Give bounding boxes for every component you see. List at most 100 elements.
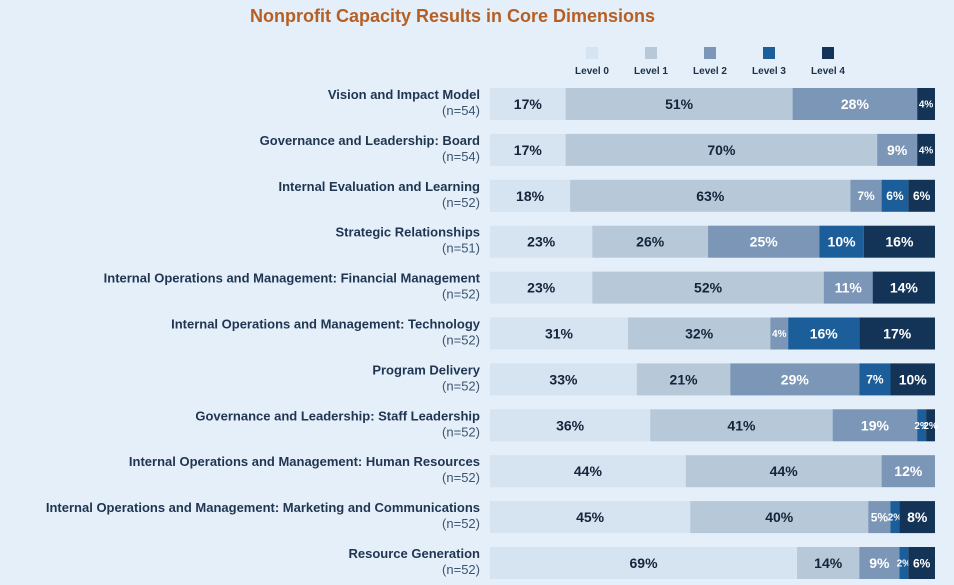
legend-label-level-2: Level 2	[693, 66, 727, 77]
data-label: 44%	[770, 463, 799, 479]
bar-segment-level-1	[592, 225, 709, 258]
bar-segment-level-1	[565, 88, 793, 120]
bar-segment-level-0	[490, 501, 691, 534]
bar-segment-level-3	[917, 409, 927, 442]
category-n-label: (n=51)	[442, 241, 480, 256]
data-label: 10%	[828, 234, 857, 250]
legend-label-level-3: Level 3	[752, 66, 786, 77]
category-n-label: (n=52)	[442, 287, 480, 302]
bar-segment-level-0	[490, 179, 571, 212]
category-n-label: (n=52)	[442, 378, 480, 393]
category-n-label: (n=54)	[442, 103, 480, 118]
data-label: 4%	[919, 146, 934, 157]
category-label: Strategic Relationships	[336, 225, 480, 240]
bar-segment-level-2	[877, 133, 918, 166]
data-label: 2%	[914, 421, 929, 432]
data-label: 51%	[665, 96, 694, 112]
legend-swatch-level-3	[763, 47, 775, 59]
legend-label-level-1: Level 1	[634, 66, 668, 77]
category-label: Internal Operations and Management: Mark…	[46, 500, 480, 515]
data-label: 16%	[885, 234, 914, 250]
legend: Level 0 Level 1 Level 2 Level 3 Level 4	[575, 47, 845, 77]
bar-segment-level-0	[490, 317, 628, 350]
bar-segment-level-2	[850, 179, 882, 212]
data-label: 11%	[835, 280, 863, 296]
bar-segment-level-1	[685, 455, 882, 488]
category-label: Program Delivery	[372, 362, 480, 377]
legend-swatch-level-0	[586, 47, 598, 59]
bar-segment-level-2	[823, 271, 873, 304]
category-label: Governance and Leadership: Staff Leaders…	[195, 408, 480, 423]
bar-segment-level-0	[490, 363, 637, 396]
bar-segment-level-0	[490, 88, 566, 120]
bar-row-resource-generation: Resource Generation(n=52) 69% 14% 9% 2% 6%	[349, 546, 935, 579]
bar-segment-level-0	[490, 455, 686, 488]
bar-segment-level-2	[708, 225, 820, 258]
legend-label-level-0: Level 0	[575, 66, 609, 77]
category-n-label: (n=54)	[442, 149, 480, 164]
data-label: 26%	[636, 234, 665, 250]
bar-segment-level-1	[592, 271, 824, 304]
bar-segment-level-2	[832, 409, 918, 442]
bar-segment-level-2	[792, 88, 918, 120]
category-label: Internal Operations and Management: Fina…	[104, 271, 481, 286]
bar-row-internal-operations-and-management-human-resources: Internal Operations and Management: Huma…	[129, 454, 935, 488]
data-label: 9%	[887, 142, 908, 158]
bar-segment-level-1	[570, 179, 851, 212]
bar-segment-level-4	[899, 501, 935, 534]
data-label: 63%	[696, 188, 725, 204]
bar-segment-level-4	[908, 179, 935, 212]
bar-row-vision-and-impact-model: Vision and Impact Model(n=54) 17% 51% 28% 4%	[328, 87, 935, 120]
data-label: 31%	[545, 326, 574, 342]
chart-title: Nonprofit Capacity Results in Core Dimen…	[250, 6, 655, 26]
bar-segment-level-3	[819, 225, 864, 258]
data-label: 18%	[516, 188, 545, 204]
data-label: 2%	[923, 421, 938, 432]
data-label: 7%	[857, 189, 875, 203]
legend-swatch-level-4	[822, 47, 834, 59]
data-label: 8%	[907, 509, 928, 525]
bar-segment-level-0	[490, 225, 593, 258]
bar-row-internal-operations-and-management-financial-management: Internal Operations and Management: Fina…	[104, 271, 935, 304]
data-label: 25%	[750, 234, 779, 250]
data-label: 52%	[694, 280, 723, 296]
data-label: 28%	[841, 96, 870, 112]
bar-row-program-delivery: Program Delivery(n=52) 33% 21% 29% 7% 10%	[372, 362, 935, 396]
bar-segment-level-3	[788, 317, 860, 350]
bar-row-internal-operations-and-management-marketing-and-communications: Internal Operations and Management: Mark…	[46, 500, 935, 534]
bar-segment-level-2	[881, 455, 935, 488]
data-label: 23%	[527, 234, 556, 250]
data-label: 44%	[574, 463, 603, 479]
data-label: 23%	[527, 280, 556, 296]
category-n-label: (n=52)	[442, 333, 480, 348]
bar-segment-level-4	[917, 133, 935, 166]
bar-segment-level-2	[868, 501, 891, 534]
data-label: 6%	[913, 189, 931, 203]
data-label: 32%	[685, 326, 714, 342]
data-label: 45%	[576, 509, 605, 525]
bar-segment-level-0	[490, 547, 798, 579]
bar-segment-level-0	[490, 133, 566, 166]
data-label: 5%	[871, 510, 889, 524]
data-label: 29%	[781, 371, 810, 387]
category-label: Internal Operations and Management: Huma…	[129, 454, 480, 469]
bar-segment-level-1	[636, 363, 731, 396]
data-label: 6%	[913, 556, 931, 570]
bar-segment-level-1	[565, 133, 878, 166]
bar-segment-level-1	[797, 547, 860, 579]
bar-segment-level-3	[881, 179, 909, 212]
bar-segment-level-4	[872, 271, 935, 304]
category-label: Vision and Impact Model	[328, 87, 480, 102]
bar-segment-level-3	[899, 547, 909, 579]
data-label: 7%	[866, 373, 884, 387]
category-n-label: (n=52)	[442, 195, 480, 210]
data-label: 14%	[814, 555, 843, 571]
data-label: 2%	[888, 513, 903, 524]
data-label: 36%	[556, 417, 585, 433]
data-label: 17%	[514, 142, 543, 158]
data-label: 6%	[886, 189, 904, 203]
bar-segment-level-1	[650, 409, 833, 442]
data-label: 70%	[707, 142, 736, 158]
bar-segment-level-4	[863, 225, 935, 258]
